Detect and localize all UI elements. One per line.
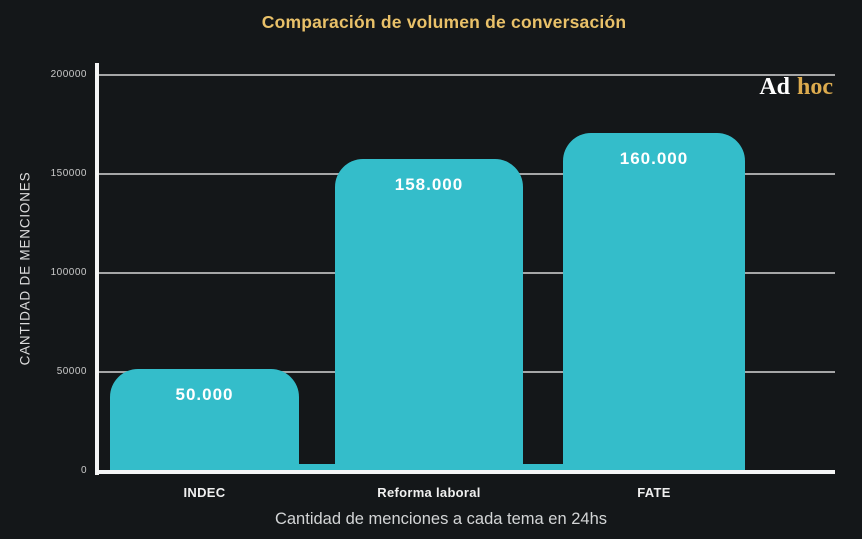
x-tick-label-fate: FATE: [637, 485, 671, 500]
y-tick-label: 100000: [50, 267, 87, 278]
x-axis-line: [95, 470, 835, 474]
chart-title: Comparación de volumen de conversación: [261, 12, 627, 32]
bar-value-label: 50.000: [175, 385, 234, 404]
x-tick-label-indec: INDEC: [183, 485, 226, 500]
bar-value-label: 158.000: [394, 175, 464, 194]
x-axis-caption: Cantidad de menciones a cada tema en 24h…: [274, 510, 608, 528]
adhoc-logo: Ad hoc: [759, 74, 833, 101]
x-tick-label-reforma-laboral: Reforma laboral: [377, 485, 481, 500]
y-axis-title: CANTIDAD DE MENCIONES: [17, 171, 33, 366]
bar-reforma-laboral: 158.000: [335, 159, 523, 470]
adhoc-logo-hoc: hoc: [797, 74, 833, 100]
adhoc-logo-ad: Ad: [759, 74, 790, 100]
bar-value-label: 160.000: [619, 149, 689, 168]
gridline-200000: [99, 74, 835, 76]
y-tick-label: 0: [80, 465, 87, 476]
y-tick-label: 150000: [50, 168, 87, 179]
y-tick-label: 50000: [56, 366, 87, 377]
y-axis-line: [95, 63, 99, 475]
bar-indec: 50.000: [110, 369, 299, 470]
y-tick-label: 200000: [50, 69, 87, 80]
bar-baseline-strip: [110, 464, 745, 470]
bar-fate: 160.000: [563, 133, 745, 470]
